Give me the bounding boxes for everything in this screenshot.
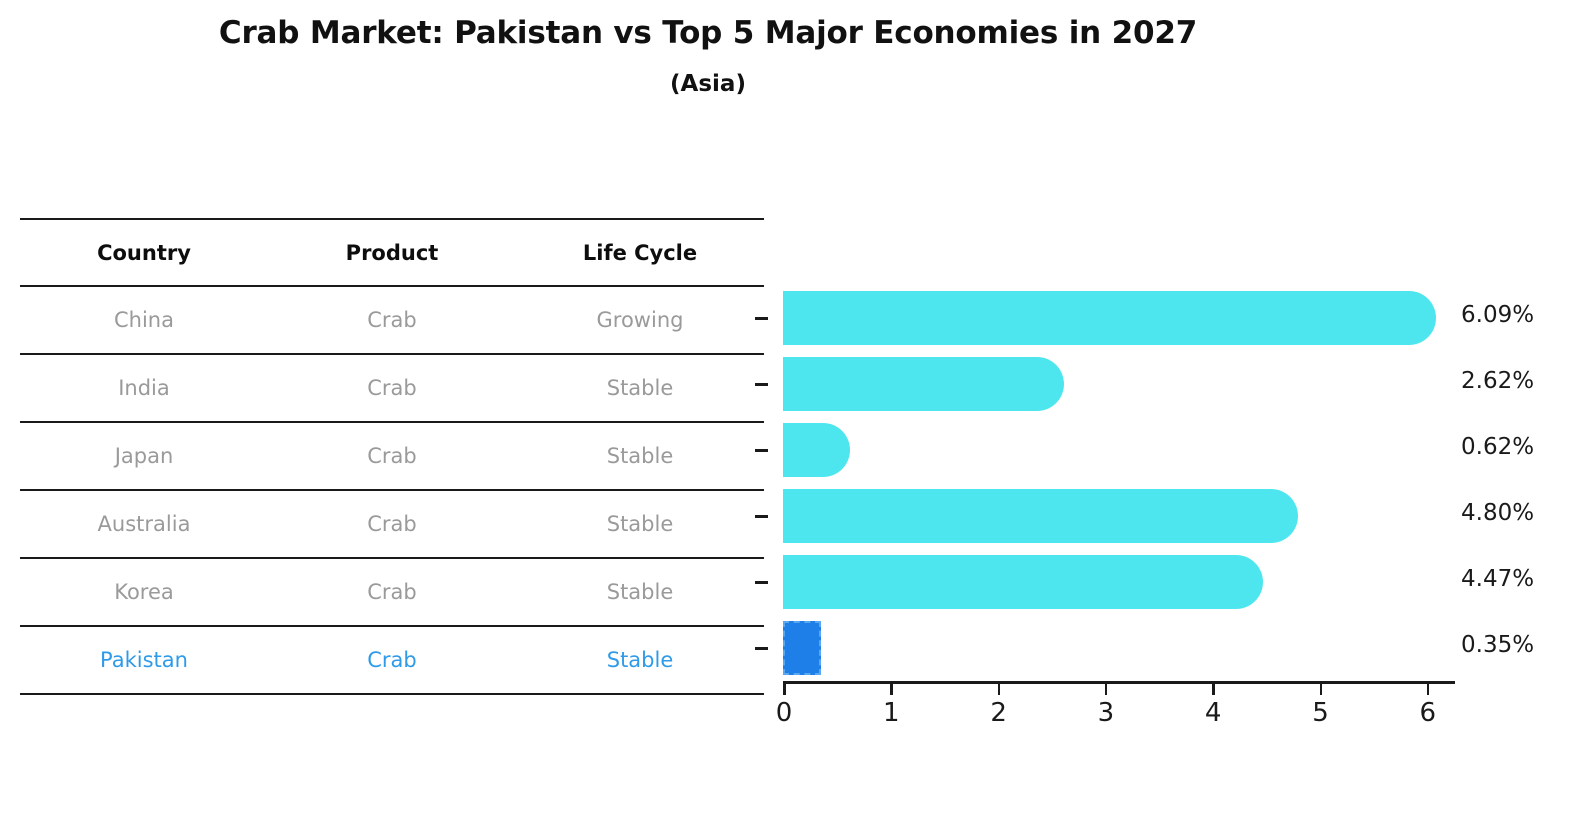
bar-row: 6.09% bbox=[755, 285, 1575, 351]
column-header-country: Country bbox=[20, 218, 268, 287]
x-axis-tick-label: 5 bbox=[1312, 698, 1329, 728]
page-subtitle: (Asia) bbox=[670, 70, 746, 97]
cell-life-cycle: Stable bbox=[516, 558, 764, 627]
cell-life-cycle: Stable bbox=[516, 354, 764, 423]
x-axis-tick-label: 1 bbox=[883, 698, 900, 728]
bar-row: 0.62% bbox=[755, 417, 1575, 483]
cell-country: Pakistan bbox=[20, 626, 268, 695]
cell-country: China bbox=[20, 286, 268, 355]
x-axis-tick bbox=[1319, 684, 1323, 695]
bar-row: 4.80% bbox=[755, 483, 1575, 549]
bar-row: 0.35% bbox=[755, 615, 1575, 681]
bar-row: 2.62% bbox=[755, 351, 1575, 417]
cell-country: Korea bbox=[20, 558, 268, 627]
cell-product: Crab bbox=[268, 558, 516, 627]
x-axis-tick bbox=[890, 684, 893, 695]
bar-value-label: 6.09% bbox=[1461, 302, 1535, 328]
x-axis-tick-label: 6 bbox=[1419, 698, 1437, 728]
table-row: Australia Crab Stable bbox=[20, 490, 764, 559]
table-header-row: Country Product Life Cycle bbox=[20, 218, 764, 287]
cell-product: Crab bbox=[268, 422, 516, 491]
cell-life-cycle: Stable bbox=[516, 422, 764, 491]
column-header-product: Product bbox=[268, 218, 516, 287]
cell-country: Australia bbox=[20, 490, 268, 559]
bar-highlighted[interactable] bbox=[783, 621, 821, 675]
bar[interactable] bbox=[783, 291, 1437, 345]
cell-product: Crab bbox=[268, 626, 516, 695]
cell-life-cycle: Stable bbox=[516, 490, 764, 559]
table-row: Korea Crab Stable bbox=[20, 558, 764, 627]
title-block: Crab Market: Pakistan vs Top 5 Major Eco… bbox=[0, 14, 1586, 97]
cell-country: India bbox=[20, 354, 268, 423]
bar[interactable] bbox=[783, 555, 1263, 609]
x-axis-tick-label: 2 bbox=[990, 698, 1007, 728]
bar[interactable] bbox=[783, 423, 850, 477]
x-axis-tick-label: 4 bbox=[1204, 698, 1222, 728]
table-row-highlighted: Pakistan Crab Stable bbox=[20, 626, 764, 695]
bar[interactable] bbox=[783, 357, 1065, 411]
column-header-life-cycle: Life Cycle bbox=[516, 218, 764, 287]
x-axis-tick bbox=[997, 684, 1001, 695]
country-table: Country Product Life Cycle China Crab Gr… bbox=[20, 218, 764, 695]
bar-value-label: 4.80% bbox=[1461, 500, 1535, 526]
cell-product: Crab bbox=[268, 490, 516, 559]
cell-life-cycle: Growing bbox=[516, 286, 764, 355]
cell-life-cycle: Stable bbox=[516, 626, 764, 695]
table-row: India Crab Stable bbox=[20, 354, 764, 423]
cell-product: Crab bbox=[268, 286, 516, 355]
x-axis-line bbox=[783, 681, 1455, 684]
x-axis-tick bbox=[783, 684, 786, 695]
bar[interactable] bbox=[783, 489, 1299, 543]
cell-product: Crab bbox=[268, 354, 516, 423]
bar-value-label: 2.62% bbox=[1461, 368, 1535, 394]
bar-row: 4.47% bbox=[755, 549, 1575, 615]
x-axis-tick bbox=[1212, 684, 1215, 695]
x-axis-tick-label: 3 bbox=[1097, 698, 1115, 728]
x-axis-tick bbox=[1104, 684, 1108, 695]
x-axis-tick-label: 0 bbox=[775, 698, 793, 728]
table-row: China Crab Growing bbox=[20, 286, 764, 355]
x-axis-tick bbox=[1426, 684, 1430, 695]
bar-value-label: 0.35% bbox=[1461, 632, 1535, 658]
bar-value-label: 4.47% bbox=[1461, 566, 1535, 592]
page-title: Crab Market: Pakistan vs Top 5 Major Eco… bbox=[218, 15, 1198, 51]
cell-country: Japan bbox=[20, 422, 268, 491]
bar-value-label: 0.62% bbox=[1461, 434, 1535, 460]
table-row: Japan Crab Stable bbox=[20, 422, 764, 491]
country-table-panel: Country Product Life Cycle China Crab Gr… bbox=[20, 218, 764, 695]
